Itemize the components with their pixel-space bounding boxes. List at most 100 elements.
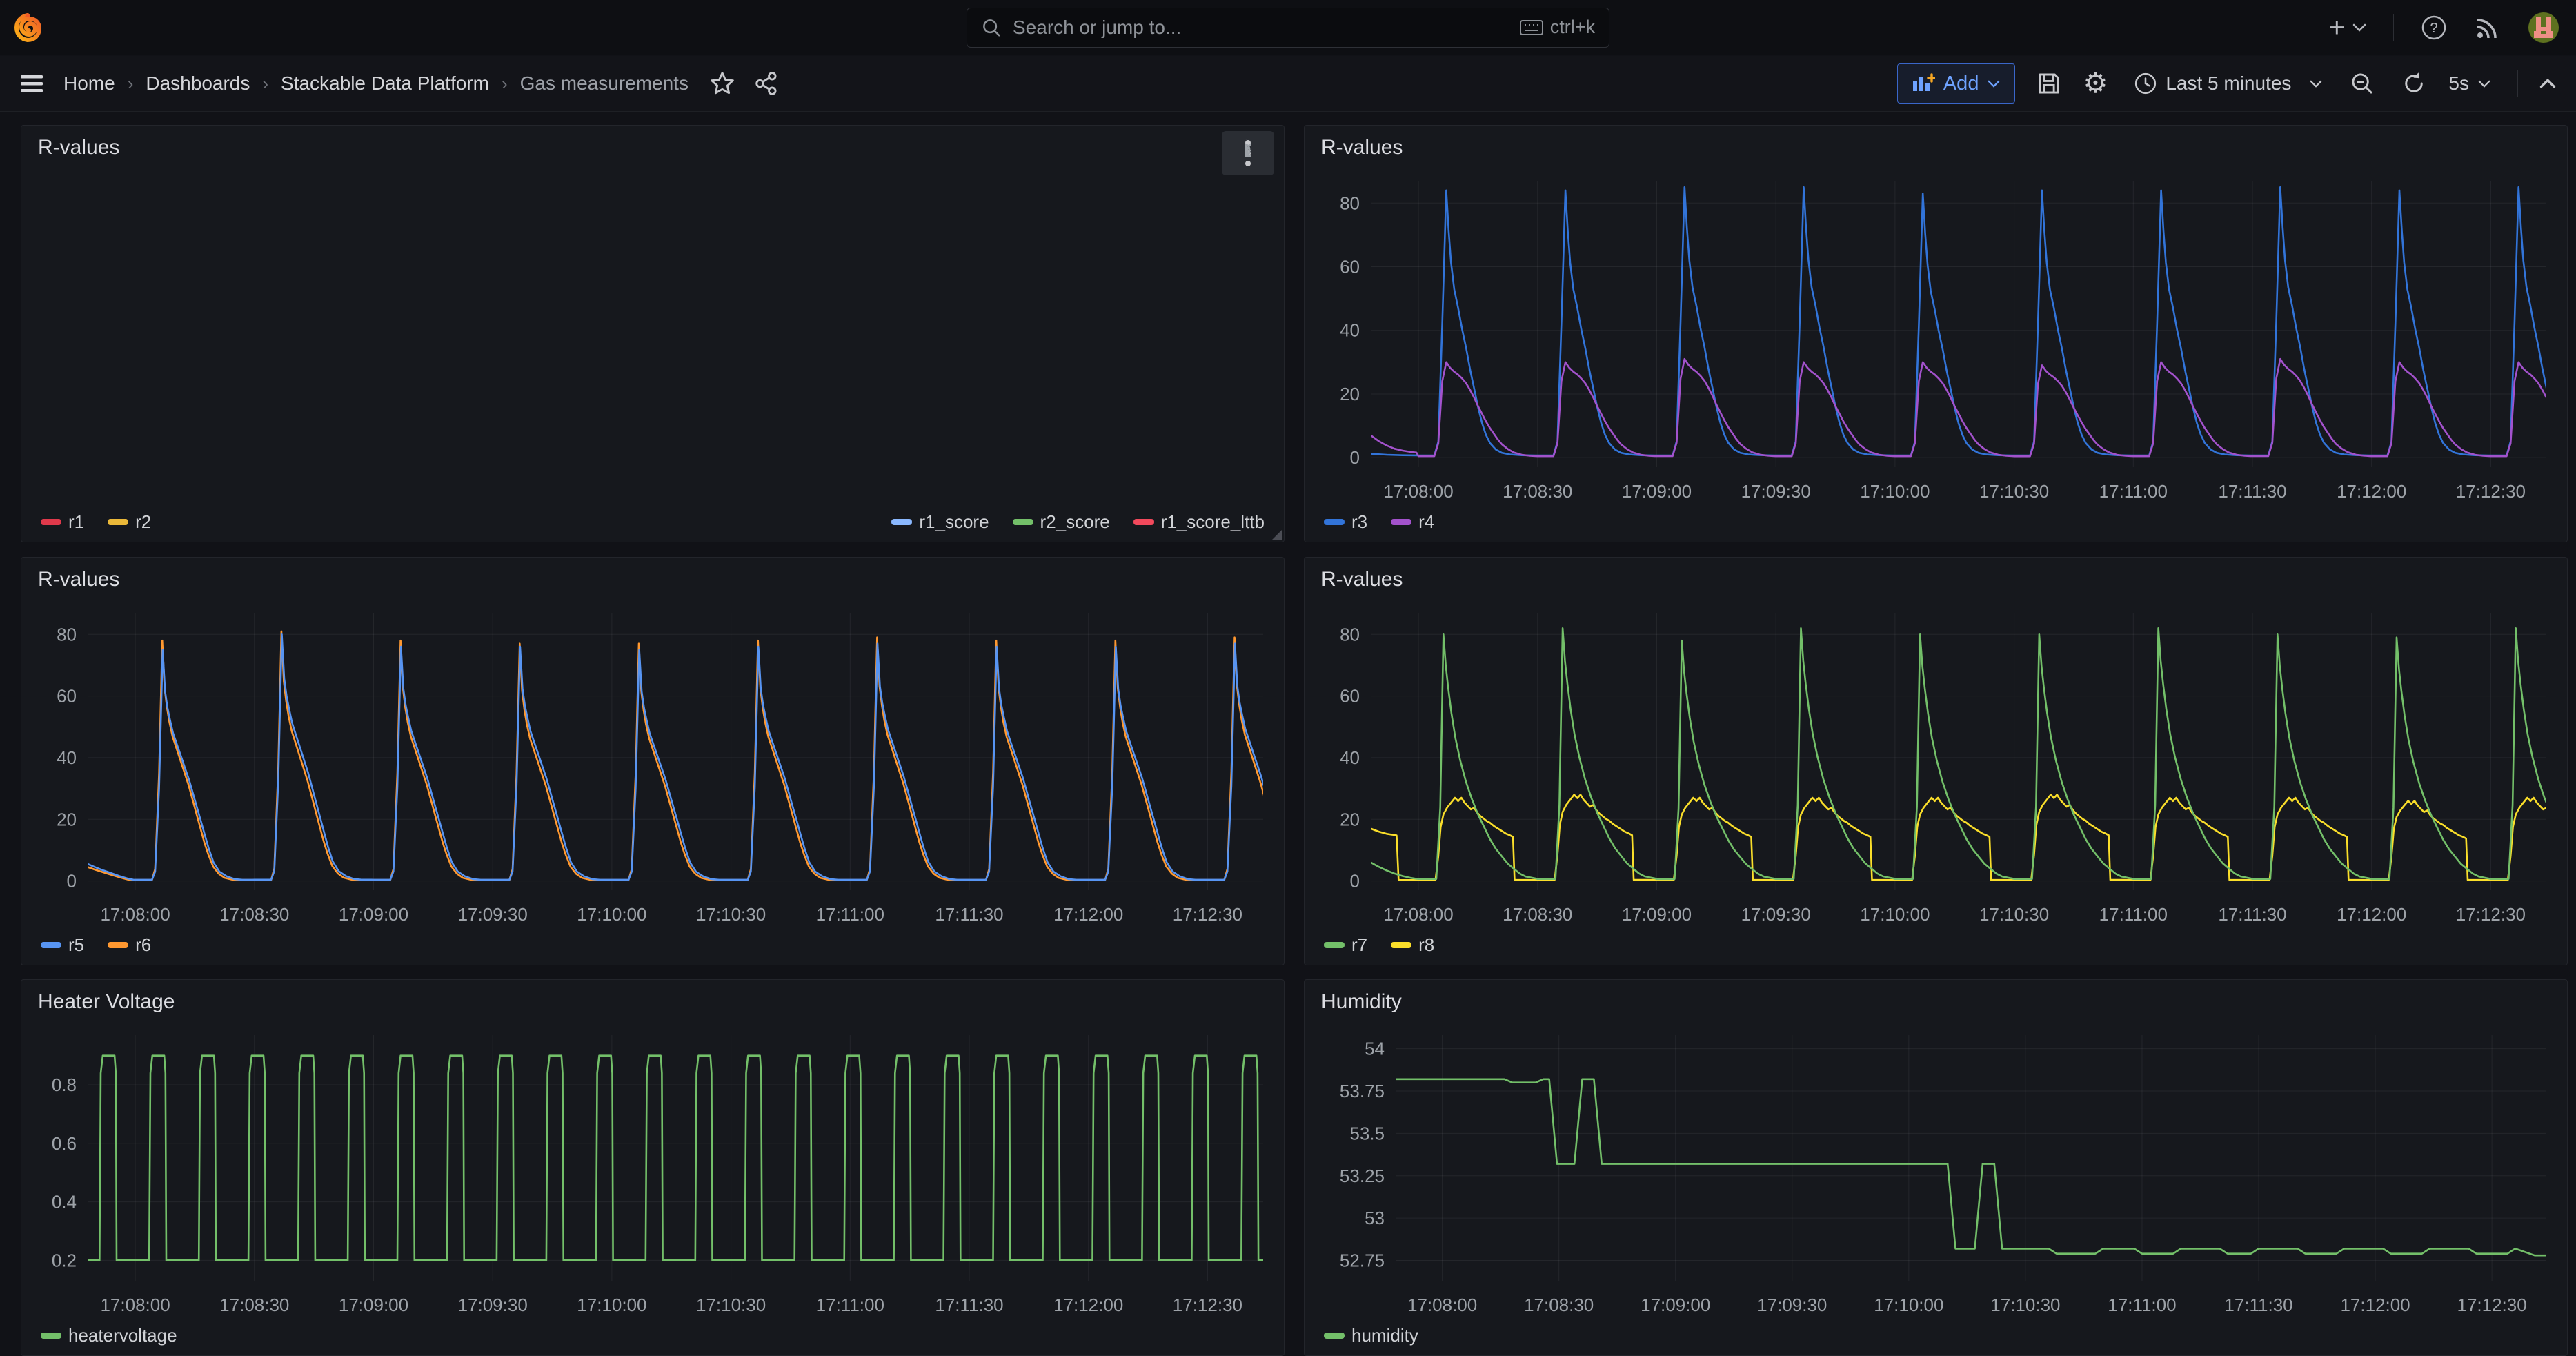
- legend-label: r1_score_lttb: [1161, 511, 1265, 533]
- chart-canvas[interactable]: [21, 170, 1284, 509]
- panel-header[interactable]: R-values 020406080-2.502.557.51012.517:0…: [21, 126, 1284, 170]
- global-search[interactable]: ctrl+k: [967, 8, 1609, 48]
- x-axis-tick-label: 17:10:00: [1860, 481, 1930, 502]
- chevron-right-icon: ›: [128, 73, 134, 95]
- legend-swatch: [1391, 942, 1411, 948]
- zoom-out-time-button[interactable]: [2349, 70, 2375, 97]
- legend-item-r5[interactable]: r5: [41, 934, 84, 956]
- y-axis-tick-label: 0.4: [52, 1192, 77, 1212]
- help-button[interactable]: ?: [2420, 14, 2448, 41]
- y-axis-tick-label: 20: [1340, 384, 1360, 404]
- refresh-button[interactable]: [2396, 63, 2432, 104]
- news-button[interactable]: [2474, 14, 2501, 41]
- x-axis-tick-label: 17:09:30: [458, 1295, 528, 1315]
- legend-label: r6: [135, 934, 151, 956]
- y-axis-tick-label: 20: [57, 809, 77, 829]
- legend-item-r4[interactable]: r4: [1391, 511, 1434, 533]
- save-dashboard-button[interactable]: [2036, 70, 2062, 97]
- legend-label: r1: [68, 511, 84, 533]
- user-avatar[interactable]: [2528, 12, 2559, 43]
- divider: [2393, 14, 2394, 41]
- x-axis-tick-label: 17:12:00: [1053, 904, 1123, 925]
- legend-item-r3[interactable]: r3: [1324, 511, 1367, 533]
- legend-item-r1_score[interactable]: r1_score: [891, 511, 989, 533]
- legend-label: humidity: [1351, 1325, 1418, 1346]
- breadcrumb-folder[interactable]: Stackable Data Platform: [281, 72, 489, 95]
- add-panel-button[interactable]: Add: [1897, 63, 2016, 104]
- panel-title: R-values: [38, 568, 119, 591]
- legend-swatch: [1324, 1333, 1345, 1339]
- legend-swatch: [1324, 519, 1345, 525]
- panel-resize-handle[interactable]: [1271, 529, 1282, 540]
- legend-item-r8[interactable]: r8: [1391, 934, 1434, 956]
- dashboard-settings-button[interactable]: ⚙: [2083, 70, 2108, 97]
- y-axis-tick-label: 80: [57, 624, 77, 645]
- refresh-interval-dropdown[interactable]: 5s: [2443, 63, 2497, 104]
- y-axis-tick-label: 53.75: [1340, 1081, 1385, 1101]
- panel-humidity: Humidity 52.755353.2553.553.755417:08:00…: [1304, 979, 2568, 1356]
- legend-label: r4: [1418, 511, 1434, 533]
- y-axis-tick-label: 80: [1340, 624, 1360, 645]
- legend-swatch: [41, 942, 61, 948]
- panel-header[interactable]: R-values: [21, 558, 1284, 602]
- chart-canvas[interactable]: 02040608017:08:0017:08:3017:09:0017:09:3…: [1305, 602, 2567, 932]
- panel-header[interactable]: Humidity: [1305, 980, 2567, 1024]
- breadcrumb-current: Gas measurements: [520, 72, 688, 95]
- x-axis-tick-label: 17:08:30: [1524, 1295, 1594, 1315]
- x-axis-tick-label: 17:12:30: [2456, 904, 2526, 925]
- chart-canvas[interactable]: 02040608017:08:0017:08:3017:09:0017:09:3…: [21, 602, 1284, 932]
- x-axis-tick-label: 17:10:00: [1874, 1295, 1943, 1315]
- save-icon: [2036, 70, 2062, 97]
- legend-item-r7[interactable]: r7: [1324, 934, 1367, 956]
- dashboard-grid: R-values 020406080-2.502.557.51012.517:0…: [0, 112, 2576, 1356]
- x-axis-tick-label: 17:10:30: [1979, 481, 2049, 502]
- panel-r-values-4: R-values 02040608017:08:0017:08:3017:09:…: [1304, 557, 2568, 965]
- panel-title: Humidity: [1321, 990, 1402, 1014]
- panel-header[interactable]: Heater Voltage: [21, 980, 1284, 1024]
- legend-item-r1[interactable]: r1: [41, 511, 84, 533]
- legend-label: heatervoltage: [68, 1325, 177, 1346]
- time-range-picker[interactable]: Last 5 minutes: [2128, 63, 2328, 104]
- legend-item-heatervoltage[interactable]: heatervoltage: [41, 1325, 177, 1346]
- x-axis-tick-label: 17:08:00: [100, 904, 170, 925]
- legend-item-r2[interactable]: r2: [108, 511, 151, 533]
- grafana-logo-icon[interactable]: [12, 12, 43, 43]
- panel-header[interactable]: R-values: [1305, 558, 2567, 602]
- legend-item-r1_score_lttb[interactable]: r1_score_lttb: [1133, 511, 1265, 533]
- search-input[interactable]: [1013, 17, 1520, 39]
- x-axis-tick-label: 17:10:30: [1990, 1295, 2060, 1315]
- x-axis-tick-label: 17:10:00: [577, 904, 646, 925]
- legend-group-left: r3 r4: [1324, 511, 1434, 533]
- y-axis-tick-label: 0.8: [52, 1074, 77, 1095]
- breadcrumb-home[interactable]: Home: [63, 72, 115, 95]
- x-axis-tick-label: 17:11:30: [935, 904, 1003, 925]
- chart-canvas[interactable]: 0.20.40.60.817:08:0017:08:3017:09:0017:0…: [21, 1024, 1284, 1322]
- favorite-button[interactable]: [709, 70, 735, 97]
- panel-legend: humidity: [1305, 1322, 2567, 1355]
- chart-canvas[interactable]: 52.755353.2553.553.755417:08:0017:08:301…: [1305, 1024, 2567, 1322]
- legend-item-r2_score[interactable]: r2_score: [1013, 511, 1110, 533]
- share-button[interactable]: [753, 70, 780, 97]
- new-button[interactable]: +: [2329, 14, 2367, 41]
- refresh-icon: [2401, 71, 2426, 96]
- panel-header[interactable]: R-values: [1305, 126, 2567, 170]
- y-axis-tick-label: 53: [1365, 1208, 1385, 1228]
- hamburger-icon: [19, 73, 44, 94]
- legend-label: r1_score: [919, 511, 989, 533]
- mega-menu-toggle[interactable]: [19, 73, 44, 94]
- y-axis-tick-label: 60: [1340, 257, 1360, 277]
- panel-menu-button[interactable]: 020406080-2.502.557.51012.517:08:0017:08…: [1222, 131, 1274, 175]
- x-axis-tick-label: 17:12:00: [2337, 481, 2406, 502]
- legend-label: r3: [1351, 511, 1367, 533]
- legend-swatch: [1133, 519, 1154, 525]
- collapse-toolbar-button[interactable]: [2539, 77, 2557, 90]
- x-axis-tick-label: 17:09:30: [1741, 481, 1811, 502]
- chart-canvas[interactable]: 02040608017:08:0017:08:3017:09:0017:09:3…: [1305, 170, 2567, 509]
- series-line-heatervoltage: [88, 1056, 1279, 1261]
- legend-swatch: [891, 519, 912, 525]
- y-axis-tick-label: 53.25: [1340, 1166, 1385, 1186]
- legend-item-r6[interactable]: r6: [108, 934, 151, 956]
- y-axis-tick-label: 53.5: [1349, 1123, 1385, 1143]
- breadcrumb-dashboards[interactable]: Dashboards: [146, 72, 250, 95]
- legend-item-humidity[interactable]: humidity: [1324, 1325, 1418, 1346]
